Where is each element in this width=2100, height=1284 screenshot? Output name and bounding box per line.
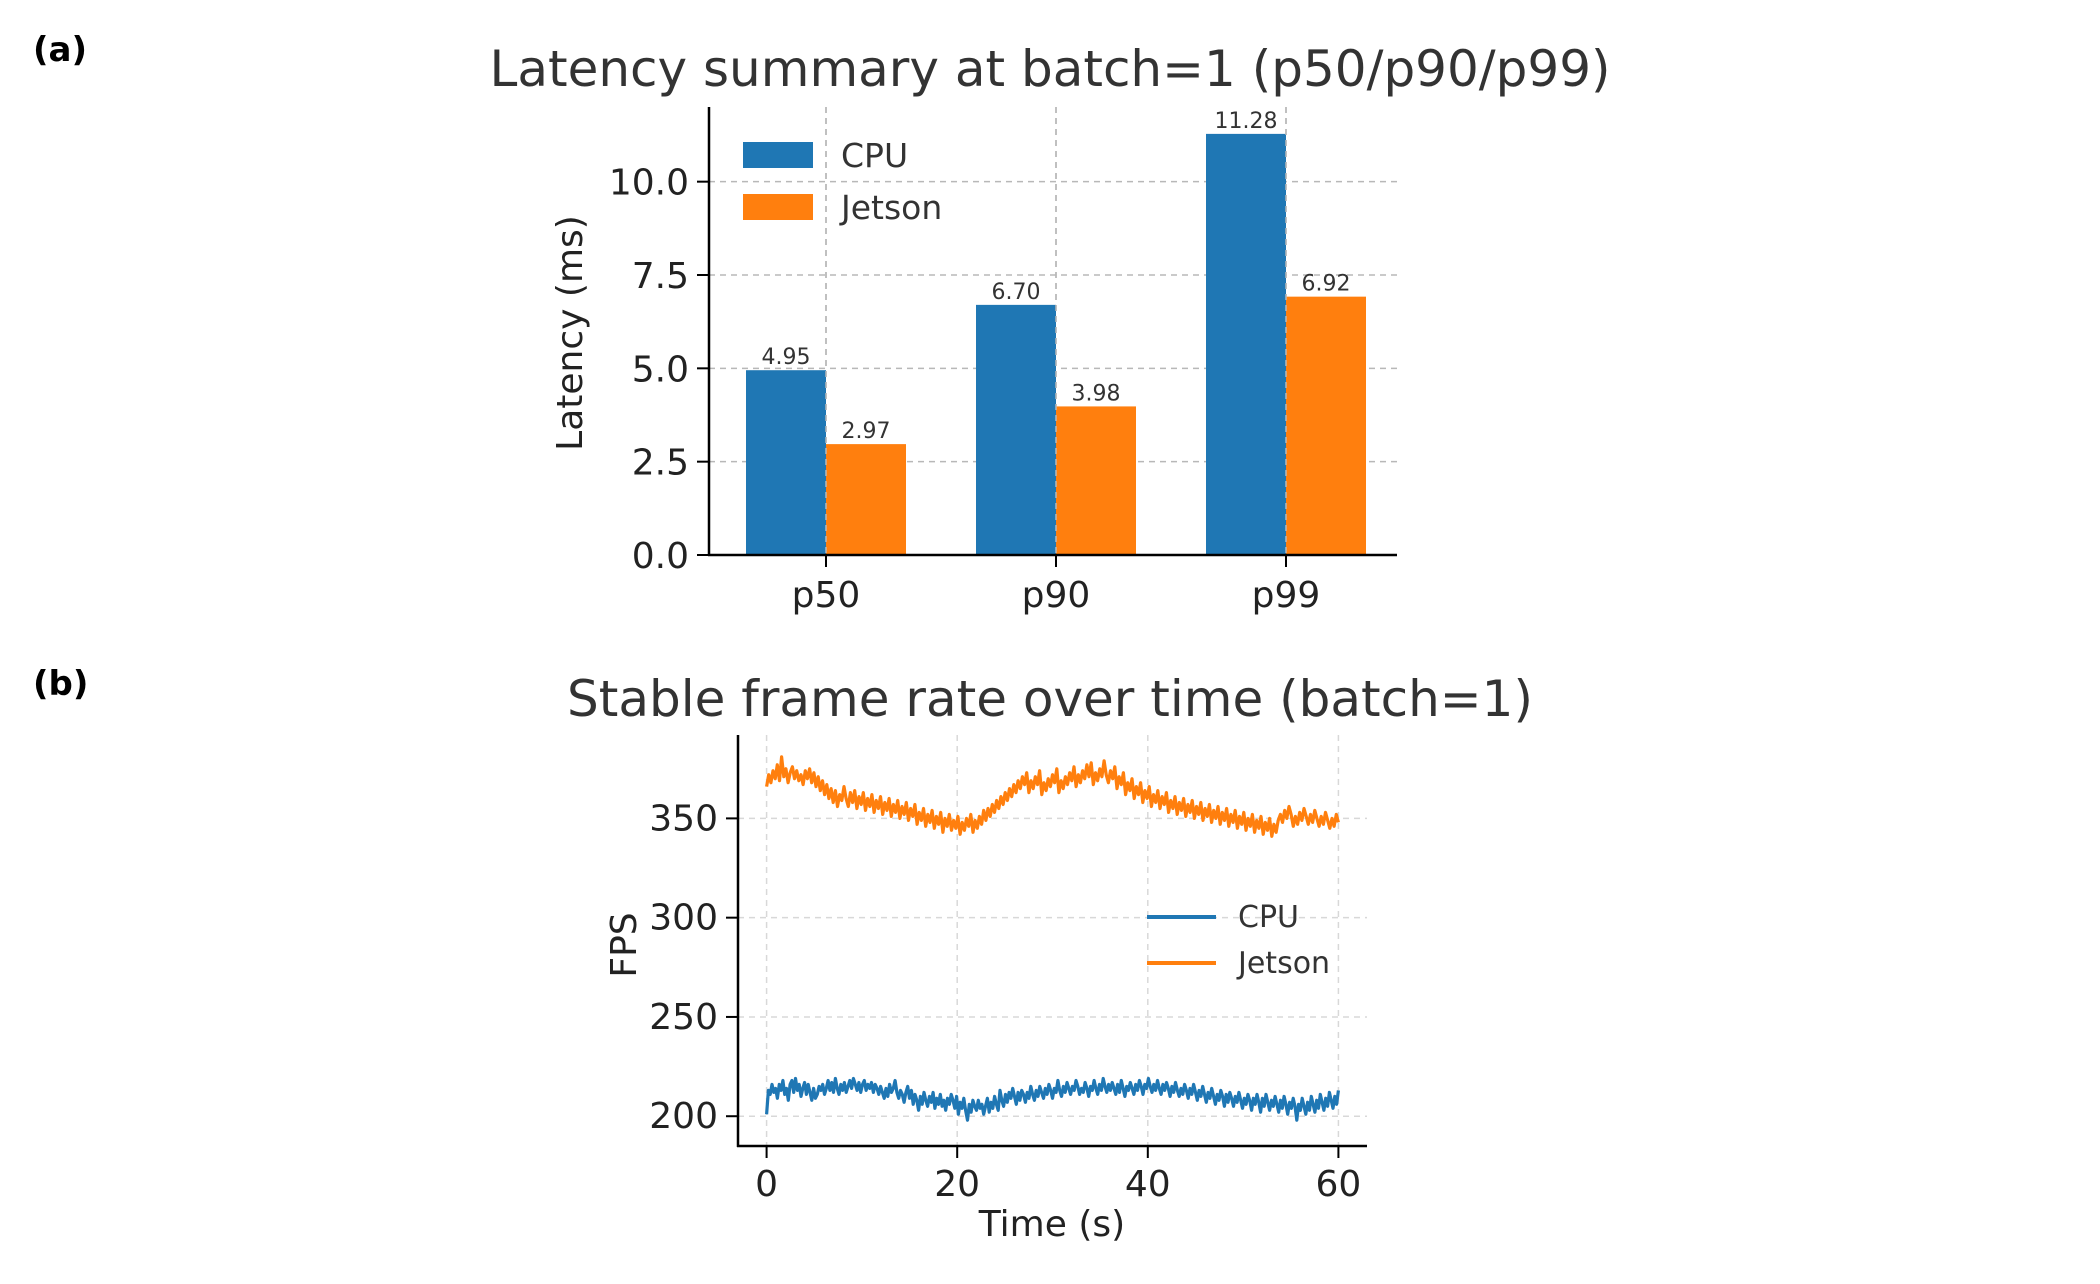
chart-b-x-label: Time (s)	[978, 1204, 1125, 1245]
chart-a-y-tick-label: 7.5	[632, 256, 689, 297]
panel-b-label: (b)	[33, 664, 89, 704]
chart-a-x-tick-label-p99: p99	[1252, 575, 1321, 616]
chart-b-y-tick-label: 200	[649, 1096, 718, 1137]
bar-jetson-p99	[1286, 296, 1366, 555]
data-label-cpu-p50: 4.95	[762, 345, 811, 370]
chart-b-y-tick-label: 300	[649, 898, 718, 939]
chart-b-y-tick-label: 350	[649, 798, 718, 839]
chart-b-x-ticks: 0 20 40 60	[755, 1146, 1361, 1205]
chart-a-y-tick-label: 0.0	[632, 536, 689, 577]
chart-b-x-tick-label: 0	[755, 1164, 778, 1205]
latency-bar-chart: Latency summary at batch=1 (p50/p90/p99)…	[489, 40, 1610, 616]
line-series-jetson	[765, 755, 1340, 838]
bar-cpu-p90	[976, 304, 1056, 555]
bar-cpu-p99	[1206, 133, 1286, 555]
data-label-jetson-p90: 3.98	[1072, 381, 1121, 406]
chart-b-x-tick-label: 60	[1316, 1164, 1362, 1205]
chart-a-x-tick-label-p50: p50	[792, 575, 861, 616]
chart-a-x-tick-label-p90: p90	[1022, 575, 1091, 616]
chart-a-y-label: Latency (ms)	[550, 215, 591, 451]
chart-a-legend: CPU Jetson	[743, 136, 942, 227]
chart-b-y-ticks: 200 250 300 350	[649, 798, 738, 1137]
legend-b-cpu-label: CPU	[1238, 900, 1299, 935]
chart-b-legend: CPU Jetson	[1147, 900, 1330, 981]
legend-a-cpu-label: CPU	[841, 136, 908, 175]
legend-a-jetson-swatch	[743, 194, 813, 220]
bar-cpu-p50	[746, 370, 826, 555]
panel-a-label: (a)	[33, 30, 88, 70]
chart-a-y-tick-label: 5.0	[632, 349, 689, 390]
data-label-jetson-p99: 6.92	[1302, 272, 1351, 297]
bar-jetson-p90	[1056, 406, 1136, 555]
chart-b-title: Stable frame rate over time (batch=1)	[567, 670, 1533, 728]
chart-a-title: Latency summary at batch=1 (p50/p90/p99)	[489, 40, 1610, 98]
chart-b-y-label: FPS	[604, 912, 645, 977]
legend-a-cpu-swatch	[743, 142, 813, 168]
chart-a-y-ticks: 0.0 2.5 5.0 7.5 10.0	[609, 163, 709, 577]
legend-b-jetson-label: Jetson	[1236, 946, 1330, 981]
chart-b-lines	[765, 755, 1340, 1122]
chart-a-y-tick-label: 2.5	[632, 443, 689, 484]
chart-a-data-labels: 4.95 6.70 11.28 2.97 3.98 6.92	[762, 107, 1351, 555]
chart-a-y-tick-label: 10.0	[609, 163, 689, 204]
chart-a-x-ticks: p50 p90 p99	[792, 555, 1321, 616]
legend-a-jetson-label: Jetson	[839, 188, 942, 227]
chart-b-x-tick-label: 40	[1125, 1164, 1171, 1205]
chart-b-x-tick-label: 20	[934, 1164, 980, 1205]
data-label-jetson-p50: 2.97	[842, 419, 891, 444]
data-label-cpu-p99: 11.28	[1215, 109, 1278, 134]
chart-a-bars	[746, 133, 1366, 555]
bar-jetson-p50	[826, 444, 906, 555]
fps-line-chart: Stable frame rate over time (batch=1) 20…	[567, 670, 1533, 1245]
line-series-cpu	[765, 1076, 1340, 1122]
data-label-cpu-p90: 6.70	[992, 280, 1041, 305]
chart-b-y-tick-label: 250	[649, 997, 718, 1038]
